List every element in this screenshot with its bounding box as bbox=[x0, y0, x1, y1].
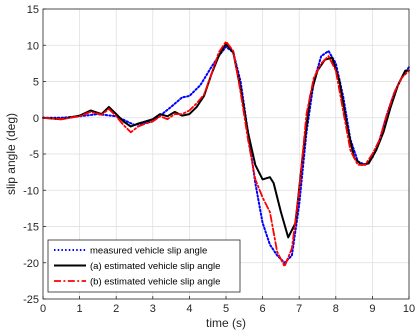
x-tick-label: 9 bbox=[369, 303, 375, 315]
y-tick-label: 10 bbox=[27, 40, 39, 52]
legend: measured vehicle slip angle (a) estimate… bbox=[47, 239, 241, 293]
x-tick-label: 7 bbox=[296, 303, 302, 315]
legend-label-estimated-b: (b) estimated vehicle slip angle bbox=[90, 277, 220, 288]
y-axis-label: slip angle (deg) bbox=[4, 113, 18, 195]
series-layer bbox=[42, 40, 410, 268]
x-tick-label: 1 bbox=[77, 303, 83, 315]
y-tick-label: -20 bbox=[23, 258, 39, 270]
x-tick-label: 10 bbox=[403, 303, 415, 315]
y-tick-label: -10 bbox=[23, 185, 39, 197]
x-tick-label: 2 bbox=[113, 303, 119, 315]
y-tick-label: -15 bbox=[23, 222, 39, 234]
series-line-2 bbox=[42, 40, 410, 268]
legend-label-measured: measured vehicle slip angle bbox=[90, 246, 207, 257]
y-tick-label: 15 bbox=[27, 4, 39, 16]
legend-label-estimated-a: (a) estimated vehicle slip angle bbox=[90, 261, 220, 272]
ticks: 0 1 2 3 4 5 6 7 8 9 10 -25 -20 -15 -10 -5 0 5 10 15 bbox=[23, 4, 415, 315]
y-tick-label: -25 bbox=[23, 294, 39, 306]
y-tick-label: -5 bbox=[29, 149, 39, 161]
x-axis-label: time (s) bbox=[206, 316, 246, 330]
x-tick-label: 8 bbox=[333, 303, 339, 315]
x-tick-label: 6 bbox=[260, 303, 266, 315]
x-tick-label: 4 bbox=[186, 303, 192, 315]
x-tick-label: 5 bbox=[223, 303, 229, 315]
x-tick-label: 0 bbox=[40, 303, 46, 315]
y-tick-label: 5 bbox=[33, 77, 39, 89]
x-tick-label: 3 bbox=[150, 303, 156, 315]
y-tick-label: 0 bbox=[33, 113, 39, 125]
